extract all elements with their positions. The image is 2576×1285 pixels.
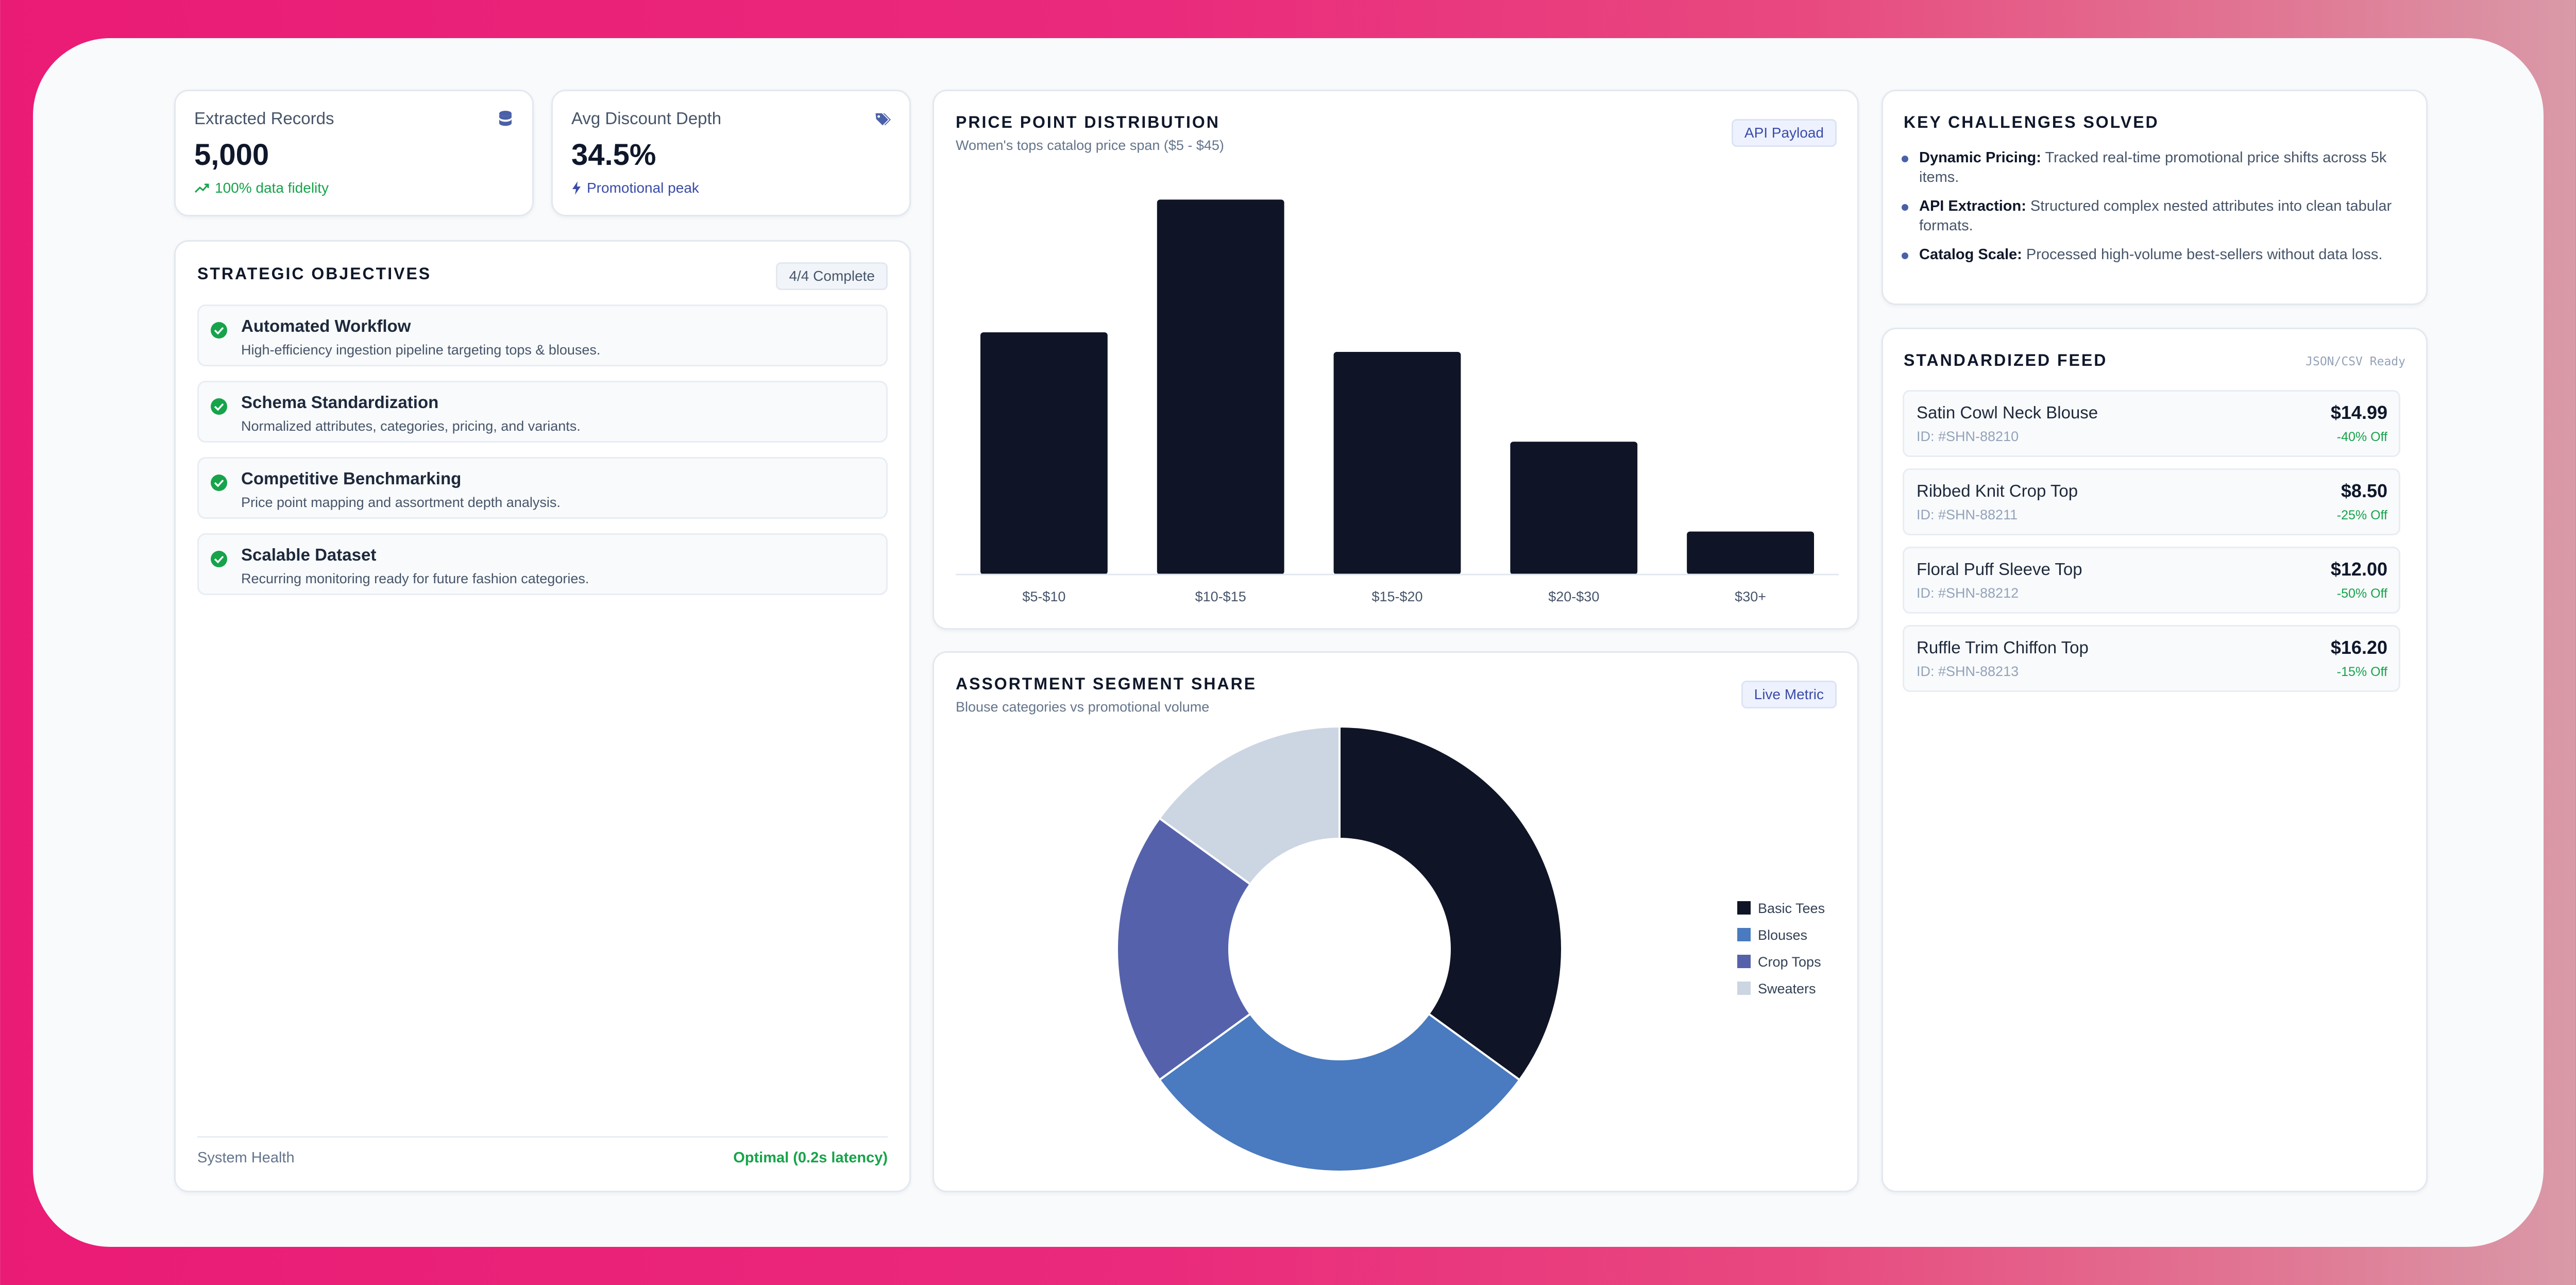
trending-up-icon: [194, 183, 209, 193]
standardized-feed-panel: STANDARDIZED FEED JSON/CSV Ready Satin C…: [1882, 328, 2428, 1192]
stat-value: 34.5%: [571, 138, 656, 172]
product-price: $14.99: [2330, 402, 2387, 423]
x-tick-label: $15-$20: [1371, 589, 1422, 604]
product-id: ID: #SHN-88213: [1917, 664, 2019, 679]
price-chart-title: PRICE POINT DISTRIBUTION: [956, 113, 1220, 131]
challenge-lead: API Extraction:: [1919, 198, 2026, 214]
challenges-title: KEY CHALLENGES SOLVED: [1904, 113, 2159, 131]
price-bar-chart: $5-$10 $10-$15 $15-$20 $20-$30 $30+: [956, 199, 1839, 604]
product-discount: -25% Off: [2336, 508, 2387, 522]
objective-title: Scalable Dataset: [241, 545, 377, 564]
challenge-lead: Catalog Scale:: [1919, 246, 2022, 263]
check-circle-icon: [211, 551, 227, 567]
product-id: ID: #SHN-88212: [1917, 585, 2019, 601]
objective-item: Schema Standardization Normalized attrib…: [197, 381, 888, 443]
live-metric-badge: Live Metric: [1741, 681, 1837, 708]
bar-3[interactable]: [1510, 442, 1638, 574]
stat-label: Avg Discount Depth: [571, 109, 722, 128]
product-id: ID: #SHN-88210: [1917, 429, 2019, 444]
stat-card-extracted-records: Extracted Records 5,000 100% data fideli…: [174, 90, 534, 216]
objective-item: Scalable Dataset Recurring monitoring re…: [197, 533, 888, 595]
feed-title: STANDARDIZED FEED: [1904, 351, 2108, 369]
stat-subtext: Promotional peak: [571, 180, 699, 196]
challenge-item: API Extraction: Structured complex neste…: [1902, 196, 2393, 235]
challenge-text: Structured complex nested attributes int…: [1919, 198, 2392, 234]
objective-item: Competitive Benchmarking Price point map…: [197, 457, 888, 519]
stat-value: 5,000: [194, 138, 269, 172]
system-health-label: System Health: [197, 1149, 295, 1166]
bar-0[interactable]: [980, 332, 1108, 574]
objective-title: Competitive Benchmarking: [241, 469, 462, 488]
segment-chart-subtitle: Blouse categories vs promotional volume: [956, 699, 1210, 715]
x-tick-label: $10-$15: [1195, 589, 1246, 604]
lightning-icon: [572, 181, 581, 195]
check-circle-icon: [211, 475, 227, 491]
system-health-value: Optimal (0.2s latency): [733, 1149, 888, 1166]
product-name: Satin Cowl Neck Blouse: [1917, 403, 2098, 422]
product-price: $12.00: [2330, 559, 2387, 580]
feed-item[interactable]: Ruffle Trim Chiffon Top ID: #SHN-88213 $…: [1903, 625, 2400, 692]
objective-description: Recurring monitoring ready for future fa…: [241, 571, 589, 586]
product-name: Ruffle Trim Chiffon Top: [1917, 638, 2089, 657]
objective-description: Normalized attributes, categories, prici…: [241, 418, 581, 434]
challenge-text: Tracked real-time promotional price shif…: [1919, 149, 2387, 185]
stat-subtext: 100% data fidelity: [194, 180, 329, 196]
objective-item: Automated Workflow High-efficiency inges…: [197, 305, 888, 366]
bullet-dot: [1902, 156, 1908, 162]
tag-icon: [875, 113, 891, 126]
feed-item[interactable]: Ribbed Knit Crop Top ID: #SHN-88211 $8.5…: [1903, 468, 2400, 535]
segment-share-panel: ASSORTMENT SEGMENT SHARE Blouse categori…: [933, 651, 1859, 1192]
bar-4[interactable]: [1687, 531, 1815, 574]
feed-status: JSON/CSV Ready: [2306, 355, 2405, 368]
stat-subtext-label: 100% data fidelity: [215, 180, 329, 196]
segment-chart-title: ASSORTMENT SEGMENT SHARE: [956, 674, 1257, 693]
x-tick-label: $5-$10: [1022, 589, 1065, 604]
challenge-lead: Dynamic Pricing:: [1919, 149, 2041, 166]
objective-description: Price point mapping and assortment depth…: [241, 495, 561, 510]
product-id: ID: #SHN-88211: [1917, 507, 2018, 522]
database-icon: [499, 111, 512, 126]
key-challenges-panel: KEY CHALLENGES SOLVED Dynamic Pricing: T…: [1882, 90, 2428, 305]
product-discount: -15% Off: [2336, 665, 2387, 679]
strategic-objectives-panel: STRATEGIC OBJECTIVES 4/4 Complete Automa…: [174, 240, 911, 1192]
feed-item[interactable]: Satin Cowl Neck Blouse ID: #SHN-88210 $1…: [1903, 390, 2400, 457]
check-circle-icon: [211, 398, 227, 415]
price-distribution-panel: PRICE POINT DISTRIBUTION Women's tops ca…: [933, 90, 1859, 630]
bullet-dot: [1902, 252, 1908, 259]
product-discount: -50% Off: [2336, 586, 2387, 601]
objective-title: Automated Workflow: [241, 316, 411, 335]
stat-label: Extracted Records: [194, 109, 334, 128]
footer-divider: [197, 1136, 888, 1138]
stat-subtext-label: Promotional peak: [587, 180, 699, 196]
challenge-item: Catalog Scale: Processed high-volume bes…: [1902, 245, 2393, 264]
bar-1[interactable]: [1157, 199, 1284, 574]
product-price: $16.20: [2330, 637, 2387, 658]
price-chart-subtitle: Women's tops catalog price span ($5 - $4…: [956, 138, 1224, 153]
product-name: Floral Puff Sleeve Top: [1917, 560, 2082, 579]
stat-card-avg-discount: Avg Discount Depth 34.5% Promotional pea…: [551, 90, 911, 216]
objectives-title: STRATEGIC OBJECTIVES: [197, 264, 432, 283]
objectives-progress-badge: 4/4 Complete: [776, 262, 888, 290]
objective-description: High-efficiency ingestion pipeline targe…: [241, 342, 601, 358]
api-payload-badge: API Payload: [1731, 119, 1837, 147]
product-discount: -40% Off: [2336, 430, 2387, 444]
challenge-text: Processed high-volume best-sellers witho…: [2022, 246, 2383, 263]
product-price: $8.50: [2341, 480, 2387, 501]
objective-title: Schema Standardization: [241, 393, 439, 412]
bar-2[interactable]: [1333, 351, 1461, 574]
feed-item[interactable]: Floral Puff Sleeve Top ID: #SHN-88212 $1…: [1903, 547, 2400, 614]
challenge-item: Dynamic Pricing: Tracked real-time promo…: [1902, 148, 2393, 187]
bullet-dot: [1902, 204, 1908, 211]
x-tick-label: $20-$30: [1548, 589, 1599, 604]
product-name: Ribbed Knit Crop Top: [1917, 481, 2078, 500]
x-tick-label: $30+: [1735, 589, 1766, 604]
check-circle-icon: [211, 322, 227, 339]
